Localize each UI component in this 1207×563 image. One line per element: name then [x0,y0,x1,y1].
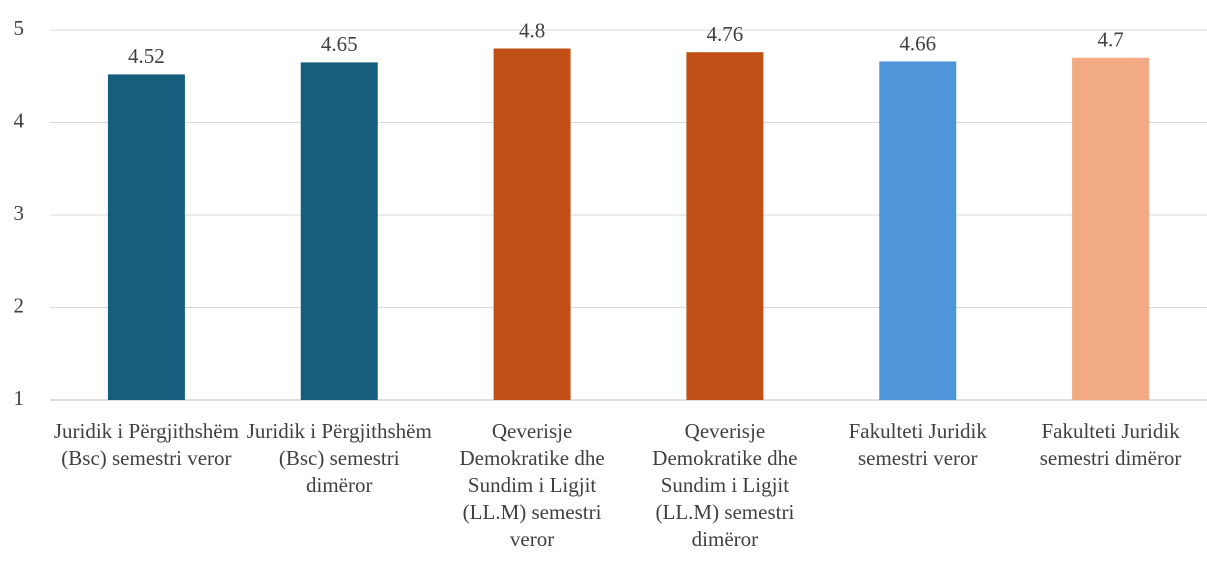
data-label: 4.65 [321,32,358,56]
x-tick-label: Fakulteti Juridik semestri dimëror [1039,419,1182,470]
data-label: 4.76 [707,22,744,46]
y-tick-label: 5 [14,16,25,40]
x-tick-label: Qeverisje Demokratike dhe Sundim i Ligji… [459,419,605,551]
x-tick-label: Juridik i Përgjithshëm (Bsc) semestri di… [246,419,432,497]
bar [107,74,185,401]
y-tick-label: 1 [14,386,25,410]
data-label: 4.66 [899,31,936,55]
x-tick-label: Juridik i Përgjithshëm (Bsc) semestri ve… [53,419,239,470]
bar [493,48,571,400]
x-tick-label: Qeverisje Demokratike dhe Sundim i Ligji… [652,419,798,551]
bar [300,62,378,400]
x-tick-label: Fakulteti Juridik semestri veror [848,419,987,470]
bar [1072,57,1150,400]
data-label: 4.7 [1097,28,1123,52]
bar [686,52,764,400]
bar [879,61,957,400]
data-label: 4.8 [519,18,545,42]
y-tick-label: 2 [14,293,25,317]
data-label: 4.52 [128,44,165,68]
y-tick-label: 3 [14,201,25,225]
y-tick-label: 4 [14,108,25,132]
